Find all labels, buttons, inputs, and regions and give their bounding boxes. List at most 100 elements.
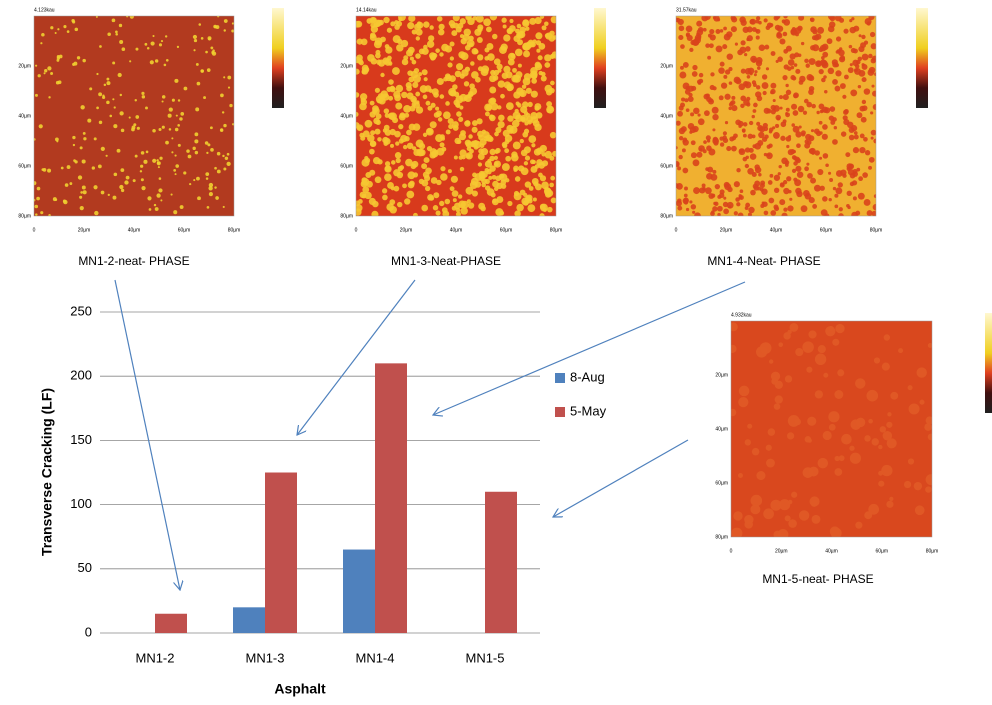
texture-spot [798,79,804,85]
texture-spot [715,29,721,34]
texture-spot [367,134,375,143]
texture-spot [861,99,867,105]
texture-spot [753,102,758,108]
texture-spot [692,210,696,214]
texture-spot [128,116,131,119]
texture-spot [879,426,887,433]
texture-spot [409,105,416,112]
texture-spot [517,63,522,68]
texture-spot [813,184,821,192]
texture-spot [872,104,876,110]
texture-spot [881,464,893,477]
texture-spot [676,162,680,168]
texture-spot [907,458,915,465]
texture-spot [787,66,792,71]
texture-spot [744,53,748,57]
texture-spot [868,503,880,515]
texture-spot [743,80,749,87]
texture-spot [221,111,225,114]
texture-spot [785,83,789,88]
texture-spot [425,100,431,106]
texture-spot [701,183,706,188]
texture-spot [751,57,757,63]
texture-spot [433,92,439,98]
texture-spot [106,81,111,86]
texture-spot [722,137,729,144]
texture-spot [863,88,871,95]
x-tick-label: MN1-3 [245,650,284,665]
texture-spot [533,148,541,156]
texture-spot [787,205,794,212]
texture-spot [791,103,798,110]
texture-spot [454,70,462,78]
texture-spot [105,154,108,157]
texture-spot [390,21,396,27]
texture-spot [140,164,144,168]
texture-spot [689,47,694,52]
texture-spot [396,44,404,52]
texture-spot [514,210,521,216]
texture-spot [792,125,800,133]
texture-spot [735,119,742,126]
texture-spot [791,123,795,127]
texture-spot [546,101,553,107]
texture-spot [141,91,145,95]
texture-spot [682,167,689,174]
texture-spot [390,143,395,148]
texture-spot [703,140,707,144]
texture-spot [726,31,733,38]
texture-spot [476,118,483,125]
texture-spot [821,55,825,60]
texture-spot [124,180,129,185]
texture-spot [109,114,113,118]
texture-spot [421,47,429,55]
texture-spot [156,159,159,162]
texture-spot [445,129,451,135]
texture-spot [529,70,538,79]
image-x-tick: 80µm [550,227,563,233]
texture-spot [215,196,219,200]
texture-spot [383,124,390,131]
texture-spot [204,141,209,145]
texture-spot [870,111,874,115]
texture-spot [112,195,117,200]
texture-spot [793,93,799,99]
texture-spot [719,29,724,33]
texture-spot [356,200,361,207]
texture-spot [367,54,375,62]
texture-spot [535,32,543,40]
texture-spot [763,18,768,23]
texture-spot [522,44,528,51]
texture-spot [796,171,804,178]
texture-spot [412,81,419,88]
texture-spot [407,70,413,77]
texture-spot [386,203,394,211]
image-x-tick: 0 [355,227,358,233]
texture-spot [57,28,60,31]
texture-spot [790,28,798,36]
texture-spot [839,83,846,89]
texture-spot [384,165,392,173]
texture-spot [471,120,478,126]
texture-spot [356,92,360,98]
texture-spot [389,85,395,92]
texture-spot [791,491,798,498]
texture-spot [524,181,532,188]
texture-spot [738,194,742,198]
texture-spot [691,71,698,77]
texture-spot [752,109,757,113]
texture-spot [139,170,143,173]
texture-spot [74,27,79,32]
texture-spot [724,121,729,125]
texture-spot [223,167,227,171]
texture-spot [206,205,210,209]
texture-spot [160,199,163,202]
texture-spot [811,103,816,109]
texture-spot [398,123,404,130]
texture-spot [484,103,493,112]
texture-spot [356,124,364,132]
texture-spot [392,35,401,44]
texture-spot [358,60,364,66]
texture-spot [864,150,871,156]
texture-spot [769,173,774,178]
